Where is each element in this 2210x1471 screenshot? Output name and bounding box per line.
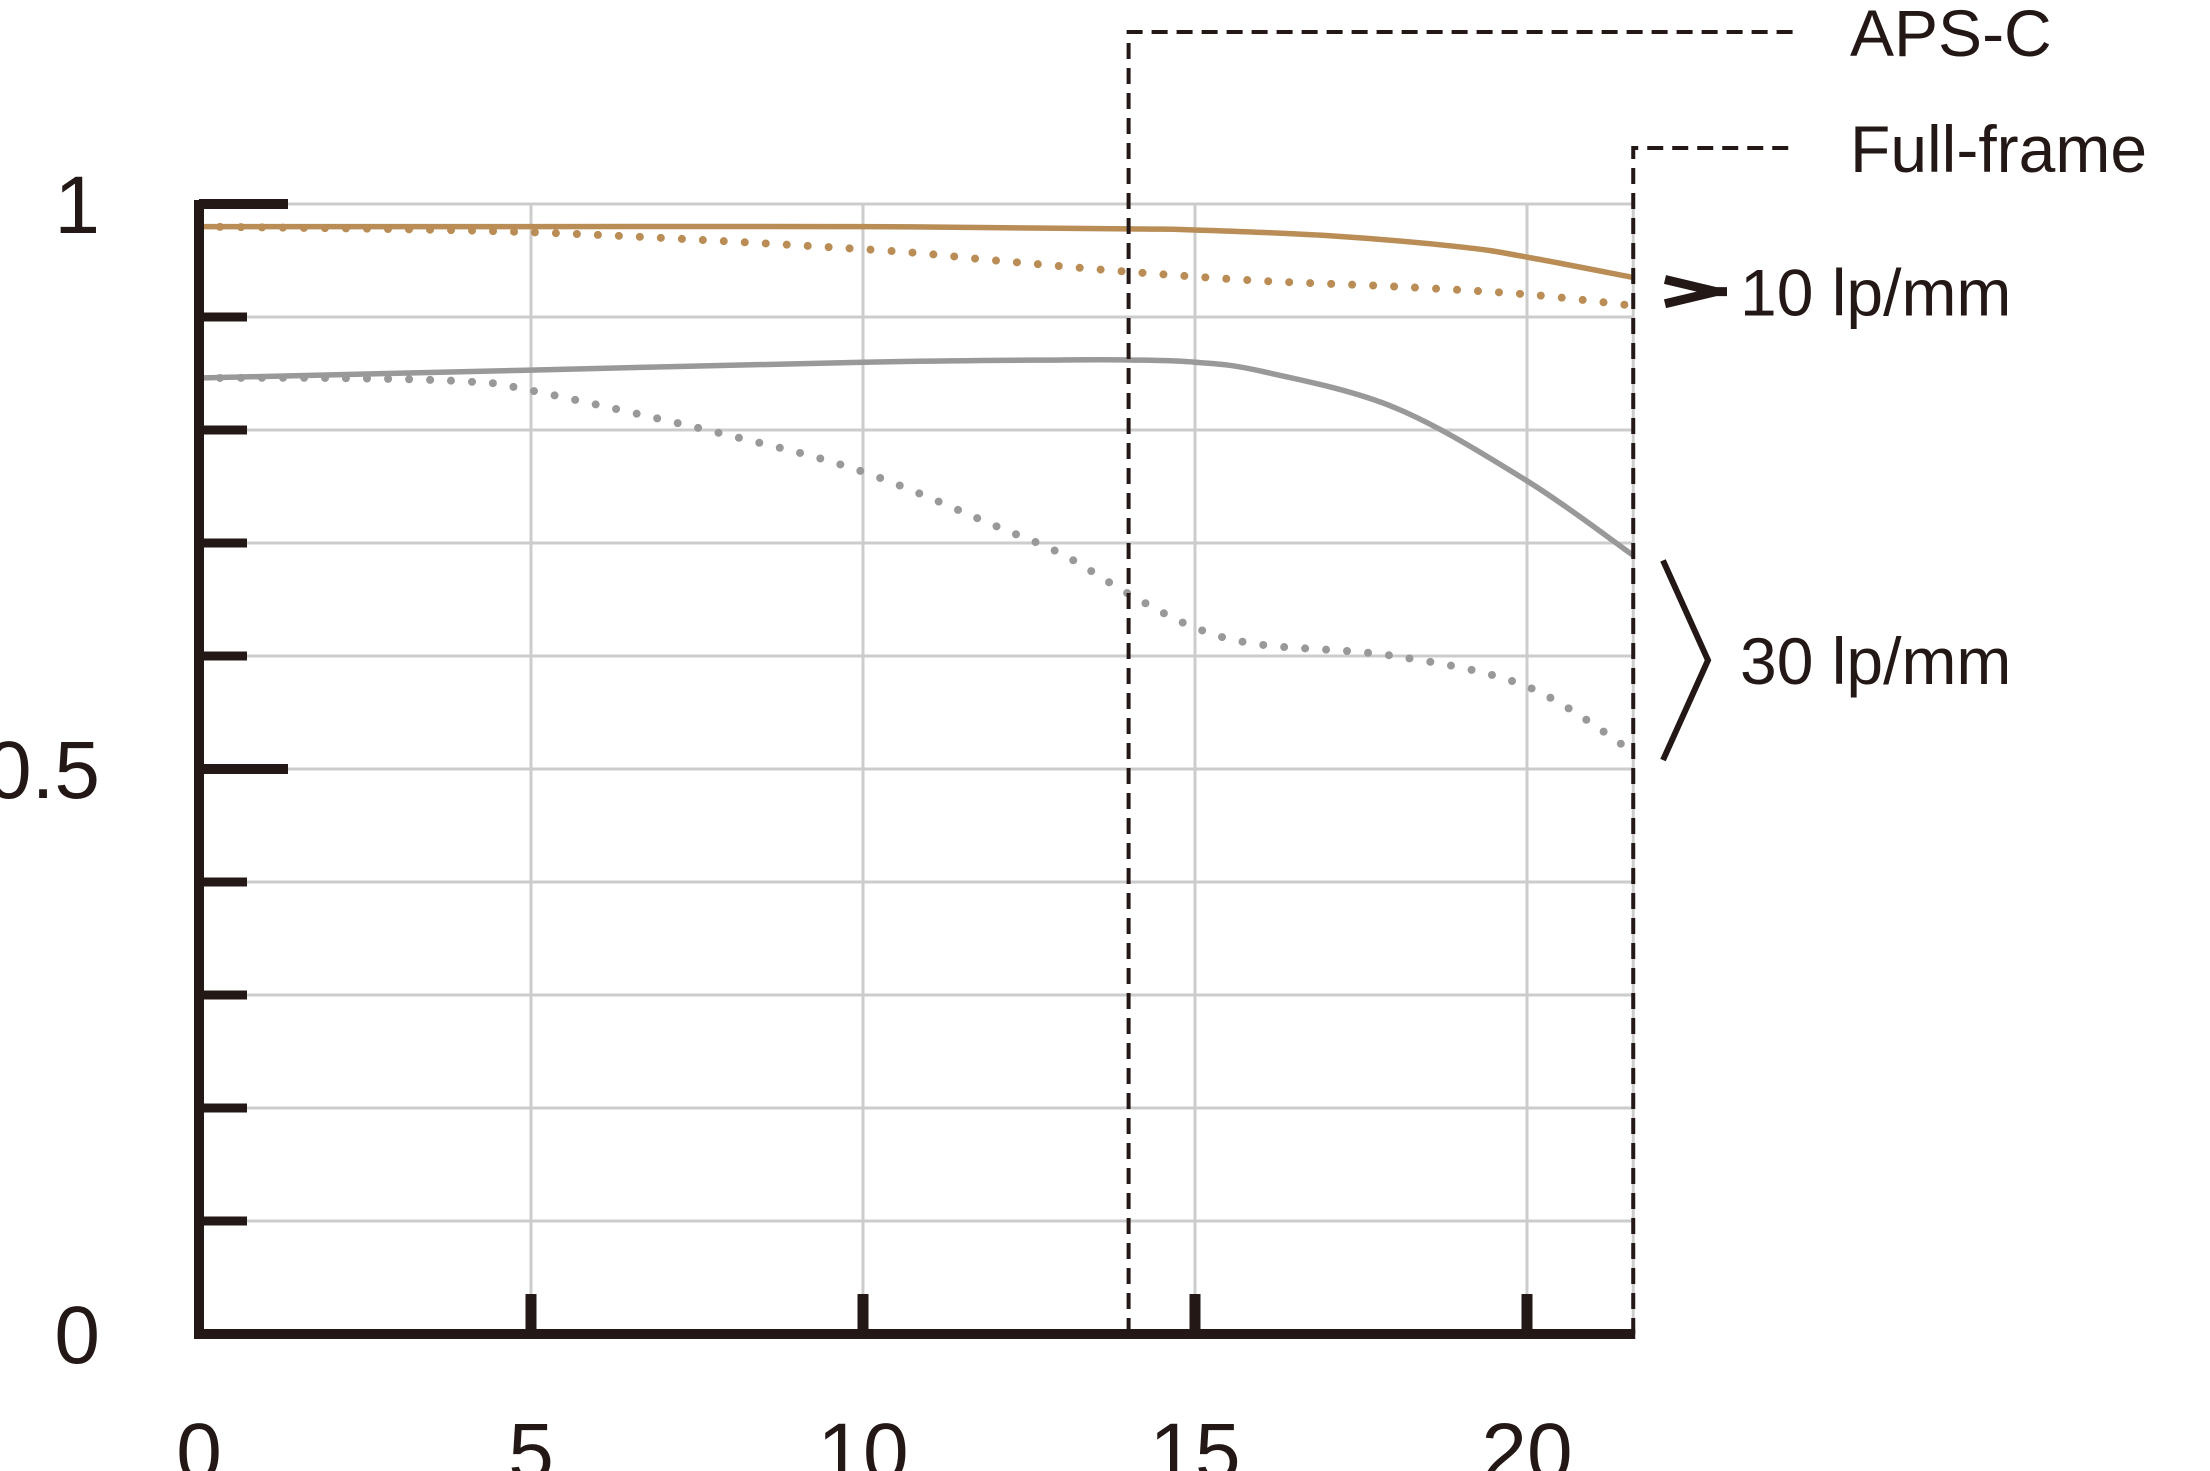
bracket-lp10 bbox=[1663, 275, 1727, 309]
x-tick-label: 20 bbox=[1481, 1407, 1572, 1471]
axes bbox=[194, 199, 1636, 1339]
series-line-lp10-solid bbox=[199, 223, 1634, 281]
series-line-lp30-solid bbox=[198, 356, 1635, 558]
tick-labels: 00.510 5 10 15 20 bbox=[0, 160, 1573, 1471]
frame-marker-label-aps-c: APS-C bbox=[1850, 0, 2052, 70]
bracket-lp30 bbox=[1660, 559, 1712, 762]
frame-marker-label-full-frame: Full-frame bbox=[1850, 112, 2147, 186]
mtf-curves bbox=[195, 222, 1638, 757]
x-tick-label: 15 bbox=[1149, 1407, 1240, 1471]
bracket-label-lp30: 30 lp/mm bbox=[1740, 624, 2011, 698]
annotations: APS-C Full-frame 10 lp/mm 30 lp/mm bbox=[1660, 0, 2147, 762]
x-tick-label: 10 bbox=[817, 1407, 908, 1471]
x-tick-label: 0 bbox=[176, 1407, 222, 1471]
frame-markers bbox=[1126, 30, 1795, 1334]
series-line-lp30-dotted bbox=[195, 373, 1638, 757]
y-tick-label: 1 bbox=[54, 160, 100, 251]
y-tick-label: 0 bbox=[54, 1290, 100, 1381]
frame-marker-full-frame bbox=[1631, 146, 1795, 1334]
x-tick-label: 5 bbox=[508, 1407, 554, 1471]
bracket-label-lp10: 10 lp/mm bbox=[1740, 256, 2011, 330]
y-tick-label: 0.5 bbox=[0, 725, 100, 816]
series-line-lp10-dotted bbox=[195, 222, 1638, 310]
frame-marker-aps-c bbox=[1126, 30, 1795, 1334]
